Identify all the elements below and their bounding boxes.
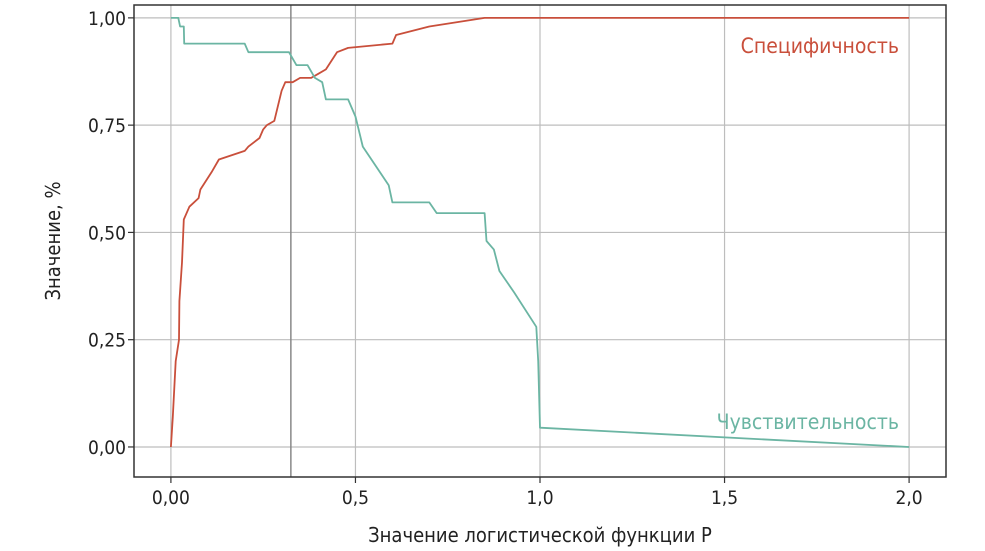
y-tick-label: 0,00 <box>88 437 126 459</box>
y-axis-label: Значение, % <box>41 181 65 300</box>
x-tick-labels: 0,00 0,5 1,0 1,5 2,0 <box>152 477 923 509</box>
y-tick-label: 0,50 <box>88 222 126 244</box>
y-tick-labels: 0,00 0,25 0,50 0,75 1,00 <box>88 8 134 459</box>
x-tick-label: 2,0 <box>895 487 922 509</box>
y-tick-label: 1,00 <box>88 8 126 30</box>
series-line-1 <box>170 17 910 448</box>
y-tick-label: 0,25 <box>88 330 126 352</box>
x-tick-label: 0,5 <box>342 487 369 509</box>
x-tick-label: 1,0 <box>526 487 553 509</box>
y-tick-label: 0,75 <box>88 115 126 137</box>
x-tick-label: 0,00 <box>152 487 190 509</box>
x-tick-label: 1,5 <box>711 487 738 509</box>
series-label-1: Чувствительность <box>717 410 899 434</box>
x-axis-label: Значение логистической функции P <box>368 523 712 547</box>
series-lines <box>170 17 910 448</box>
series-label-0: Специфичность <box>741 34 899 58</box>
series-line-0 <box>170 17 910 448</box>
series-labels: Специфичность Чувствительность <box>717 34 899 434</box>
